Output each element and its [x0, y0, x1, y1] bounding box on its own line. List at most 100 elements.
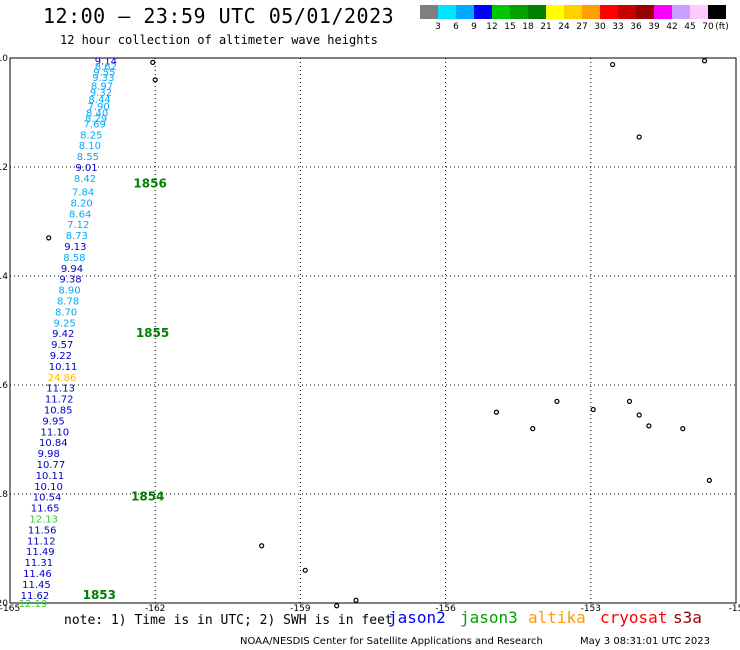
- color-swatches: [420, 5, 726, 19]
- color-scale-label: 30: [594, 22, 606, 32]
- island-marker: [680, 426, 686, 432]
- legend-jason3: jason3: [460, 608, 518, 627]
- island-marker: [150, 59, 156, 65]
- plot-frame: [9, 57, 737, 604]
- swh-value: 10.10: [34, 482, 63, 493]
- y-tick-label: -12: [0, 163, 8, 173]
- color-scale-label: (ft): [715, 22, 729, 32]
- island-marker: [609, 61, 616, 68]
- swh-value: 12.13: [29, 515, 58, 526]
- swh-value: 9.32: [90, 88, 112, 99]
- color-swatch: [492, 5, 510, 19]
- time-label: 1855: [136, 326, 169, 340]
- swh-value: 9.33: [92, 73, 114, 84]
- swh-value: 11.49: [26, 547, 55, 558]
- swh-value: 8.97: [91, 81, 113, 92]
- time-label: 1853: [83, 588, 116, 602]
- footer-note: note: 1) Time is in UTC; 2) SWH is in fe…: [64, 613, 393, 628]
- swh-value: 9.55: [93, 68, 115, 79]
- swh-value: 8.44: [88, 95, 110, 106]
- color-scale-label: 39: [648, 22, 660, 32]
- island-marker: [259, 543, 265, 549]
- swh-value: 11.13: [46, 384, 75, 395]
- island-marker: [334, 603, 340, 609]
- swh-value: 8.90: [58, 286, 80, 297]
- island-marker: [646, 423, 652, 429]
- color-scale-label: 42: [666, 22, 678, 32]
- swh-value: 7.84: [72, 188, 94, 199]
- swh-value: 11.56: [28, 525, 57, 536]
- swh-value: 8.20: [71, 198, 93, 209]
- swh-value: 9.14: [95, 57, 117, 68]
- swh-value: 10.54: [33, 493, 62, 504]
- color-swatch: [618, 5, 636, 19]
- color-scale-legend: 3 6 9 12 15 18 21 24 27 30 33 36 39 42 45 70 (ft): [420, 5, 729, 32]
- swh-value: 8.78: [57, 297, 79, 308]
- color-swatch: [600, 5, 618, 19]
- time-label: 1856: [133, 176, 166, 190]
- page-subtitle: 12 hour collection of altimeter wave hei…: [60, 33, 378, 47]
- color-scale-label: 21: [540, 22, 552, 32]
- swh-value: 9.95: [42, 416, 64, 427]
- time-label: 1854: [131, 490, 164, 504]
- swh-value: 9.38: [59, 275, 81, 286]
- swh-value: 8.58: [63, 253, 85, 264]
- y-tick-label: -10: [0, 54, 8, 64]
- swh-value: 9.98: [38, 449, 60, 460]
- swh-value: 11.62: [21, 591, 50, 602]
- color-scale-label: 9: [471, 22, 477, 32]
- color-swatch: [654, 5, 672, 19]
- swh-value: 8.25: [80, 130, 102, 141]
- color-scale-label: 24: [558, 22, 570, 32]
- swh-value: 9.25: [54, 318, 76, 329]
- swh-value: 11.31: [25, 558, 54, 569]
- color-swatch: [564, 5, 582, 19]
- y-tick-label: -14: [0, 272, 8, 282]
- legend-altika: altika: [528, 608, 586, 627]
- color-swatch: [672, 5, 690, 19]
- color-swatch: [528, 5, 546, 19]
- island-marker: [152, 77, 158, 83]
- color-swatch: [420, 5, 438, 19]
- color-scale-label: 45: [684, 22, 696, 32]
- swh-value: 8.42: [74, 174, 96, 185]
- island-marker: [590, 406, 596, 413]
- swh-value: 9.42: [52, 329, 74, 340]
- color-scale-label: 27: [576, 22, 588, 32]
- swh-value: 10.84: [39, 438, 68, 449]
- color-scale-labels: 3 6 9 12 15 18 21 24 27 30 33 36 39 42 45 70 (ft): [420, 22, 740, 36]
- swh-value: 9.01: [75, 163, 97, 174]
- color-scale-label: 70: [702, 22, 714, 32]
- color-swatch: [510, 5, 528, 19]
- island-marker: [701, 58, 708, 64]
- color-scale-label: 18: [522, 22, 534, 32]
- footer-timestamp: May 3 08:31:01 UTC 2023: [580, 636, 710, 647]
- footer-credit: NOAA/NESDIS Center for Satellite Applica…: [240, 636, 543, 647]
- swh-value: 9.22: [50, 351, 72, 362]
- island-marker: [302, 567, 308, 573]
- color-scale-label: 15: [504, 22, 516, 32]
- swh-value: 10.11: [36, 471, 65, 482]
- color-scale-label: 3: [435, 22, 441, 32]
- color-swatch: [708, 5, 726, 19]
- swh-value: 8.64: [69, 209, 91, 220]
- island-marker: [706, 477, 712, 483]
- island-marker: [493, 409, 500, 415]
- color-swatch: [636, 5, 654, 19]
- swh-value: 11.10: [40, 427, 69, 438]
- swh-value: 24.86: [48, 373, 77, 384]
- y-tick-label: -20: [0, 599, 8, 609]
- x-tick-label: -156: [435, 604, 456, 614]
- swh-value: 9.94: [61, 264, 83, 275]
- swh-value: 7.90: [87, 102, 109, 113]
- color-scale-label: 6: [453, 22, 459, 32]
- swh-value: 8.10: [79, 141, 101, 152]
- swh-value: 7.12: [67, 220, 89, 231]
- color-swatch: [546, 5, 564, 19]
- swh-value: 8.40: [86, 109, 108, 120]
- island-marker: [636, 134, 642, 140]
- legend-jason2: jason2: [388, 608, 446, 627]
- color-scale-label: 36: [630, 22, 642, 32]
